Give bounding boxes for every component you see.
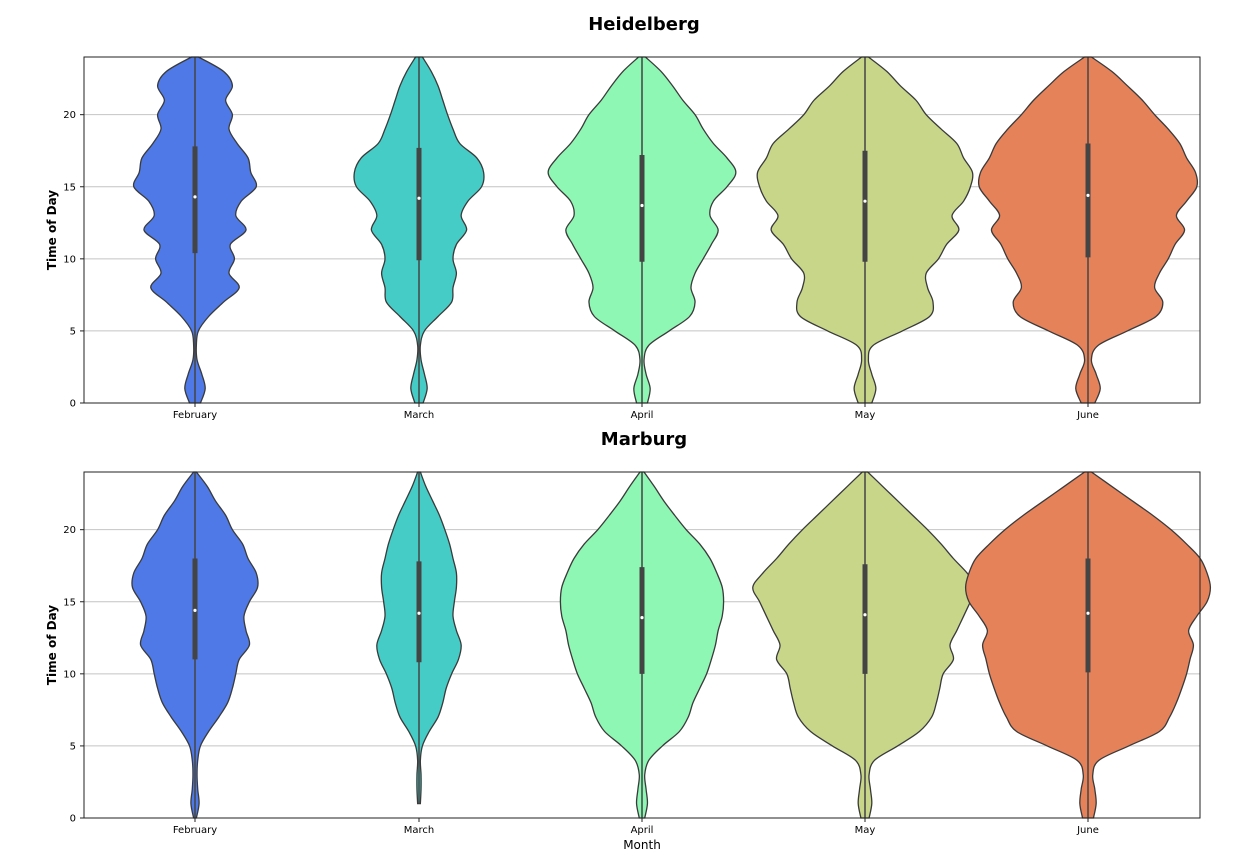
y-tick-label: 20 xyxy=(63,525,76,536)
violin-median-dot xyxy=(193,195,197,199)
violin-median-dot xyxy=(1086,193,1090,197)
y-axis-label: Time of Day xyxy=(45,190,59,270)
y-tick-label: 10 xyxy=(63,669,76,680)
y-tick-label: 15 xyxy=(63,182,76,193)
violin-median-dot xyxy=(640,203,644,208)
x-tick-label: May xyxy=(855,825,876,836)
x-tick-label: June xyxy=(1076,410,1099,421)
x-tick-label: March xyxy=(404,410,434,421)
x-tick-label: April xyxy=(631,410,654,421)
x-tick-label: February xyxy=(173,825,217,836)
y-tick-label: 15 xyxy=(63,597,76,608)
y-tick-label: 5 xyxy=(70,741,76,752)
violin-median-dot xyxy=(193,608,197,613)
y-tick-label: 0 xyxy=(70,814,76,825)
violin-median-dot xyxy=(863,199,867,203)
chart-marburg: Marburg 0 5 10 15 20 February March April May June… xyxy=(45,429,1212,852)
violin-median-dot xyxy=(417,611,421,615)
x-axis-label: Month xyxy=(623,838,661,852)
x-tick-label: April xyxy=(631,825,654,836)
chart-panels: Heidelberg 0 5 10 15 20 February March April May J… xyxy=(45,14,1212,852)
chart-title: Marburg xyxy=(601,429,687,450)
x-tick-label: March xyxy=(404,825,434,836)
y-tick-label: 0 xyxy=(70,399,76,410)
violin-median-dot xyxy=(640,616,644,620)
violin-median-dot xyxy=(1086,611,1090,615)
x-tick-label: February xyxy=(173,410,217,421)
violin-median-dot xyxy=(863,613,867,617)
violin-median-dot xyxy=(417,196,421,200)
x-tick-label: May xyxy=(855,410,876,421)
y-axis-label: Time of Day xyxy=(45,605,59,685)
x-tick-label: June xyxy=(1076,825,1099,836)
y-tick-label: 20 xyxy=(63,110,76,121)
chart-heidelberg: Heidelberg 0 5 10 15 20 February March April May J… xyxy=(45,14,1201,421)
y-tick-label: 5 xyxy=(70,326,76,337)
chart-title: Heidelberg xyxy=(588,14,700,35)
y-tick-label: 10 xyxy=(63,254,76,265)
